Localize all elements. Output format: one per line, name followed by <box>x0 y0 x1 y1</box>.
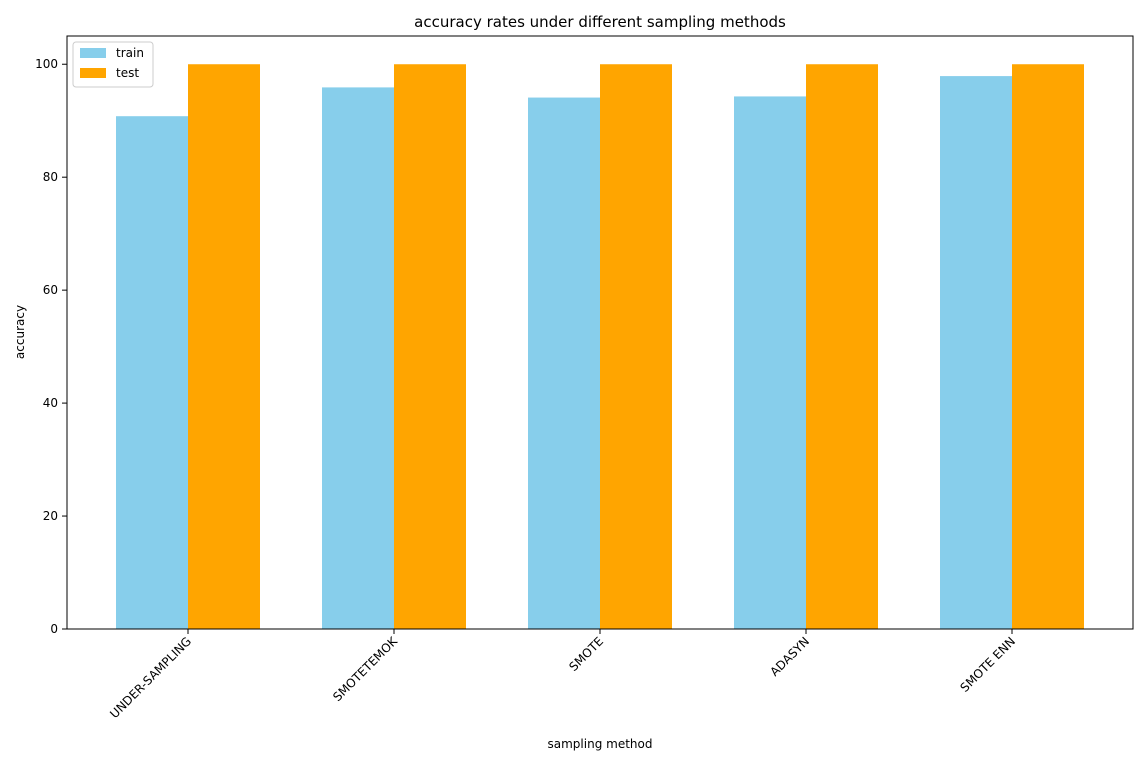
bar-train-4 <box>940 76 1012 630</box>
legend: train test <box>72 41 154 88</box>
y-tick-label-4: 80 <box>43 170 58 184</box>
bar-test-2 <box>600 64 672 629</box>
legend-label-test: test <box>116 66 139 80</box>
bar-test-1 <box>394 64 466 629</box>
bars-group <box>116 64 1084 630</box>
y-tick-label-2: 40 <box>43 396 58 410</box>
bar-train-0 <box>116 116 188 630</box>
bar-train-1 <box>322 87 394 630</box>
y-tick-label-3: 60 <box>43 283 58 297</box>
legend-items: train test <box>80 46 144 80</box>
y-axis: 0 20 40 60 80 100 <box>35 57 67 636</box>
y-axis-label: accuracy <box>13 305 27 359</box>
bar-test-3 <box>806 64 878 629</box>
legend-swatch-train <box>80 48 106 58</box>
y-tick-label-5: 100 <box>35 57 58 71</box>
x-axis-label: sampling method <box>548 737 653 751</box>
legend-swatch-test <box>80 68 106 78</box>
y-tick-label-0: 0 <box>50 622 58 636</box>
bar-train-3 <box>734 96 806 630</box>
bar-test-4 <box>1012 64 1084 629</box>
bar-train-2 <box>528 97 600 630</box>
plot-area <box>66 35 1134 630</box>
chart-title: accuracy rates under different sampling … <box>414 13 786 31</box>
y-tick-label-1: 20 <box>43 509 58 523</box>
legend-label-train: train <box>116 46 144 60</box>
bar-test-0 <box>188 64 260 629</box>
